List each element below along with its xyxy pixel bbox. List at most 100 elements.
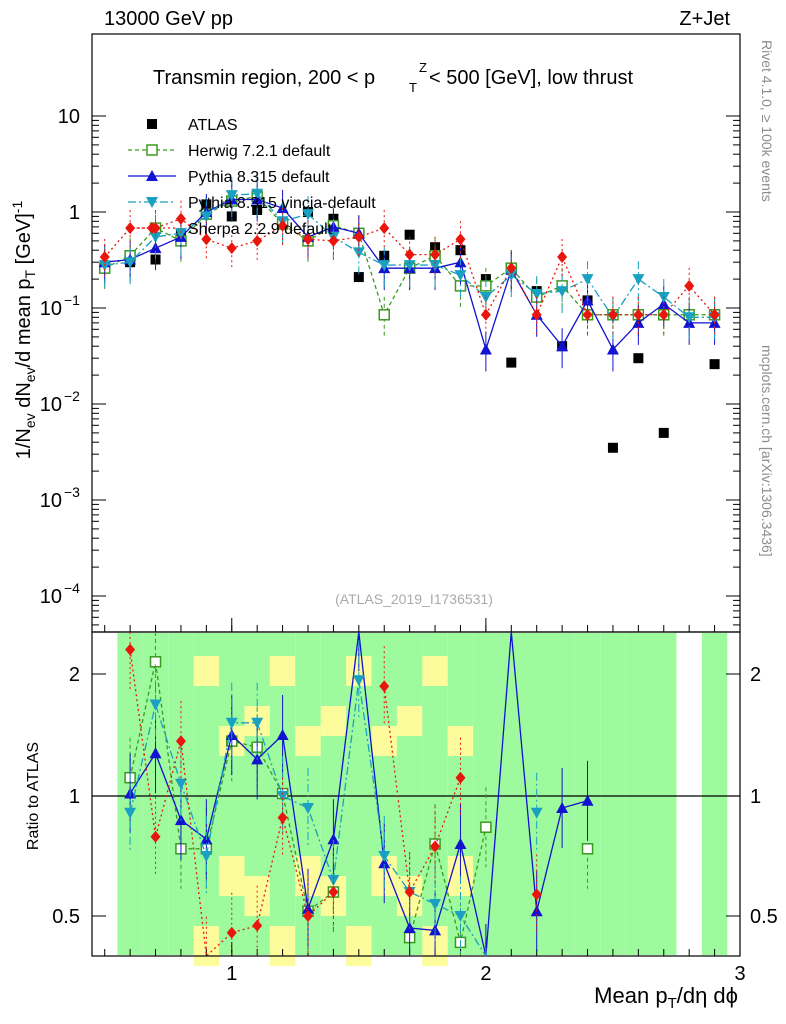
ratio-tick-label-left: 2 <box>69 664 80 686</box>
ratio-point <box>378 851 391 862</box>
green-band-24 <box>701 633 728 955</box>
data-point <box>607 442 618 453</box>
ylabel-sub-ev2: ev <box>22 367 38 382</box>
data-point <box>302 209 314 221</box>
ratio-point <box>125 643 136 656</box>
legend-marker <box>147 119 157 129</box>
ratio-axis-label: Ratio to ATLAS <box>25 742 42 850</box>
ratio-tick-label-right: 2 <box>750 664 761 686</box>
ratio-tick-label-right: 0.5 <box>750 906 778 928</box>
data-point <box>378 260 391 272</box>
legend-marker <box>146 197 158 208</box>
yellow-band-top-8 <box>295 726 321 756</box>
ratio-point <box>276 791 289 802</box>
data-point <box>582 308 593 321</box>
legend-item-2: Pythia 8.315 default <box>128 169 330 186</box>
legend-label: Pythia 8.315 default <box>188 169 330 186</box>
ratio-point <box>480 821 492 833</box>
data-point <box>404 229 415 240</box>
green-band-16 <box>498 633 524 955</box>
data-point <box>506 357 517 368</box>
data-point <box>454 270 467 282</box>
series-4 <box>99 200 720 337</box>
ratio-point <box>454 911 467 922</box>
green-band-5 <box>219 633 245 955</box>
data-point <box>709 308 720 321</box>
x-tick-label-3: 3 <box>734 963 745 985</box>
yellow-band-bot-5 <box>219 856 245 896</box>
data-point <box>252 234 263 247</box>
legend-label: Sherpa 2.2.9 default <box>188 221 333 238</box>
data-point <box>251 188 264 200</box>
data-point <box>201 233 212 246</box>
ratio-line <box>383 686 462 895</box>
data-point <box>455 233 466 246</box>
ylabel-part1: 1/N <box>13 428 35 459</box>
ratio-point <box>328 886 339 898</box>
data-point <box>606 343 619 355</box>
data-point <box>200 211 213 223</box>
title-rest: < 500 [GeV], low thrust <box>429 67 633 89</box>
legend-marker <box>146 170 158 181</box>
data-point <box>353 272 364 283</box>
ratio-point <box>379 680 390 693</box>
data-point <box>379 222 390 235</box>
data-point <box>480 308 491 321</box>
y-tick-label: 10 <box>40 490 62 512</box>
legend-item-3: Pythia 8.315 vincia-default <box>128 195 376 212</box>
ratio-point <box>149 699 162 711</box>
ylabel-sub-ev: ev <box>22 413 38 428</box>
data-point <box>124 257 137 269</box>
data-point <box>149 231 162 243</box>
ratio-line <box>129 649 334 958</box>
y-tick-exp: −4 <box>64 580 80 596</box>
data-point <box>581 274 594 286</box>
data-point <box>633 308 644 321</box>
y-tick-label: 1 <box>69 202 80 224</box>
data-point <box>506 262 517 275</box>
ratio-series <box>124 631 594 958</box>
data-point <box>683 312 696 324</box>
data-point <box>225 190 238 202</box>
legend-item-1: Herwig 7.2.1 default <box>128 143 331 160</box>
ratio-tick-label-right: 1 <box>750 786 761 808</box>
data-point <box>658 308 669 321</box>
ratio-line <box>409 827 487 943</box>
ratio-point <box>124 807 137 819</box>
ratio-point <box>404 886 415 898</box>
data-point <box>125 222 136 235</box>
y-tick-label: 10 <box>40 394 62 416</box>
yellow-band-top-14 <box>447 726 474 756</box>
y-tick-label: 10 <box>58 106 80 128</box>
green-band-20 <box>600 633 626 955</box>
ylabel-sup: -1 <box>9 201 25 214</box>
header-left: 13000 GeV pp <box>104 8 233 30</box>
y-tick-exp: −2 <box>64 388 80 404</box>
data-point <box>633 353 644 364</box>
green-band-21 <box>625 633 652 955</box>
y-tick-exp: −3 <box>64 484 80 500</box>
data-point <box>684 279 695 292</box>
y-tick-label: 10 <box>40 586 62 608</box>
y-axis-label: 1/Nev dNev/d mean pT [GeV]-1 <box>9 201 38 460</box>
yellow-band-top-4 <box>193 656 220 686</box>
ratio-tick-label-left: 1 <box>69 786 80 808</box>
ratio-point <box>302 902 314 914</box>
yellow-band-bot-7 <box>269 926 296 966</box>
data-point <box>404 248 415 261</box>
yellow-band-top-9 <box>320 706 347 736</box>
green-band-15 <box>473 633 499 955</box>
legend-label: ATLAS <box>188 117 238 134</box>
data-point <box>607 308 618 321</box>
data-point <box>99 250 110 263</box>
title-main: Transmin region, 200 < p <box>153 67 375 89</box>
title-sub: T <box>409 80 417 95</box>
data-point <box>479 343 492 355</box>
yellow-band-bot-10 <box>346 926 372 966</box>
ratio-point <box>174 778 187 790</box>
legend-item-4: Sherpa 2.2.9 default <box>128 221 333 238</box>
yellow-band-top-11 <box>371 726 397 756</box>
data-point <box>403 260 416 272</box>
